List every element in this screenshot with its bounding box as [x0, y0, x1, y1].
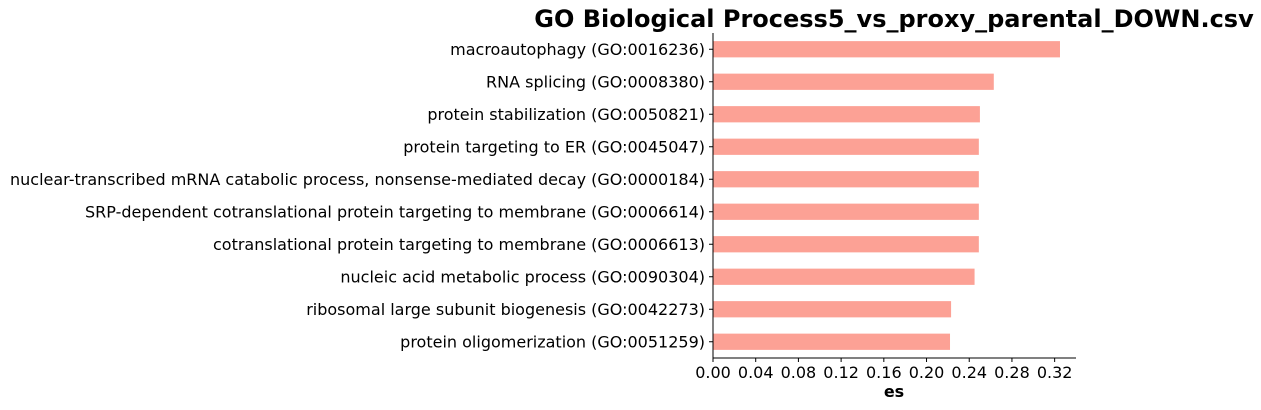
x-tick-label: 0.04 [738, 363, 774, 382]
category-label: SRP-dependent cotranslational protein ta… [85, 202, 705, 221]
bar [713, 236, 979, 253]
x-tick-label: 0.28 [994, 363, 1030, 382]
bar [713, 268, 975, 285]
x-tick-label: 0.20 [909, 363, 945, 382]
x-axis-label: es [884, 382, 904, 401]
category-label: protein targeting to ER (GO:0045047) [403, 137, 705, 156]
bar [713, 138, 979, 155]
bar [713, 106, 980, 123]
category-label: protein stabilization (GO:0050821) [427, 105, 705, 124]
bars-group [713, 41, 1060, 350]
category-label: nucleic acid metabolic process (GO:00903… [340, 267, 705, 286]
bar [713, 171, 979, 188]
x-tick-label: 0.32 [1037, 363, 1073, 382]
x-tick-label: 0.00 [695, 363, 731, 382]
category-label: nuclear-transcribed mRNA catabolic proce… [10, 170, 705, 189]
category-label: RNA splicing (GO:0008380) [486, 72, 705, 91]
x-tick-label: 0.12 [823, 363, 859, 382]
x-tick-label: 0.16 [866, 363, 902, 382]
category-label: cotranslational protein targeting to mem… [213, 235, 705, 254]
bar [713, 41, 1060, 58]
bar [713, 73, 994, 90]
x-axis: 0.00 0.04 0.08 0.12 0.16 0.20 0.24 0.28 0.32 [695, 358, 1072, 382]
category-labels-group: macroautophagy (GO:0016236) RNA splicing … [10, 40, 713, 351]
x-tick-label: 0.08 [781, 363, 817, 382]
bar [713, 203, 979, 220]
category-label: protein oligomerization (GO:0051259) [400, 332, 705, 351]
chart-title: GO Biological Process5_vs_proxy_parental… [534, 5, 1254, 33]
x-tick-label: 0.24 [951, 363, 987, 382]
category-label: ribosomal large subunit biogenesis (GO:0… [306, 300, 705, 319]
bar [713, 301, 952, 318]
category-label: macroautophagy (GO:0016236) [450, 40, 705, 59]
bar [713, 333, 951, 350]
